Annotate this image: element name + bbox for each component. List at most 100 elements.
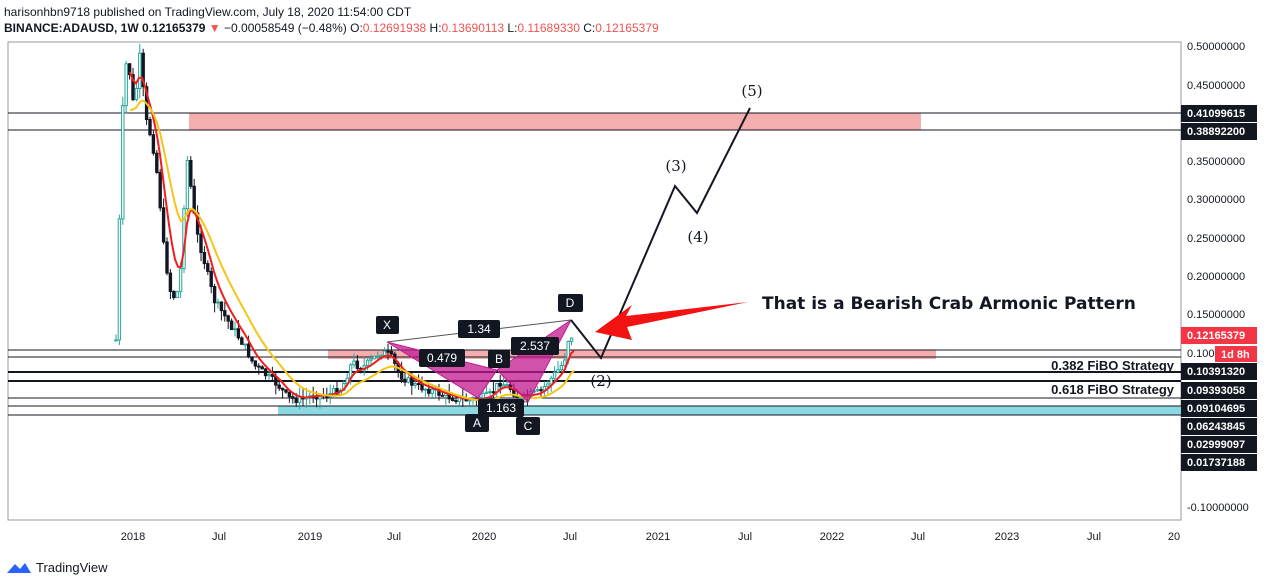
candle-body — [491, 391, 496, 394]
candle-body — [127, 63, 132, 76]
countdown-label: 1d 8h — [1221, 349, 1250, 361]
candle-body — [410, 377, 414, 386]
y-tick: 0.20000000 — [1187, 271, 1245, 283]
candle-body — [172, 290, 176, 299]
x-tick: Jul — [911, 531, 925, 543]
point-d-label: D — [566, 296, 575, 310]
y-tick: 0.35000000 — [1187, 156, 1245, 168]
candle-body — [209, 270, 213, 288]
candle-body — [314, 397, 319, 400]
point-a-box — [465, 414, 489, 432]
support-zone[interactable] — [278, 406, 1181, 415]
ema-fast-line — [129, 71, 575, 401]
candle-body — [240, 337, 244, 345]
y-tick: -0.10000000 — [1187, 502, 1249, 514]
candle-body — [250, 356, 254, 362]
symbol-name: BINANCE:ADAUSD, 1W — [4, 21, 139, 35]
point-c-label: C — [524, 419, 533, 433]
chart-header: harisonhbn9718 published on TradingView.… — [4, 4, 659, 36]
candle-body — [382, 350, 387, 357]
x-tick: Jul — [1087, 531, 1101, 543]
ratio-bcd-label: 2.537 — [520, 339, 550, 353]
candle-body — [430, 389, 434, 394]
candle-body — [331, 388, 336, 394]
candle-body — [257, 365, 261, 368]
x-tick: 2019 — [298, 531, 322, 543]
candle-body — [294, 397, 298, 404]
candle-body — [151, 134, 156, 154]
candle-body — [168, 272, 173, 292]
tradingview-logo-icon — [7, 562, 31, 573]
candle-body — [440, 394, 445, 397]
price-label: 0.38892200 — [1187, 126, 1245, 138]
candle-body — [114, 339, 118, 342]
point-b-box — [488, 350, 510, 368]
candle-body — [399, 370, 404, 380]
candle-body — [352, 360, 356, 366]
candle-body — [267, 373, 271, 377]
harmonic-pattern[interactable]: X A B C D 1.34 0.479 2.537 1.163 — [376, 294, 583, 435]
candle-body — [454, 400, 458, 403]
candle-body — [223, 310, 227, 317]
candle-body — [379, 355, 383, 358]
candle-body — [498, 382, 502, 387]
candle-body — [535, 389, 540, 392]
candle-body — [202, 251, 207, 265]
candle-body — [427, 388, 431, 394]
candle-body — [131, 74, 135, 101]
candle-body — [229, 320, 234, 331]
tradingview-footer[interactable]: TradingView — [6, 560, 108, 575]
candle-body — [263, 368, 268, 377]
publisher-line: harisonhbn9718 published on TradingView.… — [4, 5, 412, 19]
ratio-abc-label: 1.163 — [486, 401, 516, 415]
supply-zone[interactable] — [189, 113, 921, 130]
candle-body — [178, 268, 183, 293]
candle-body — [199, 233, 203, 253]
x-tick: 20 — [1168, 531, 1180, 543]
candle-body — [226, 315, 230, 322]
x-tick: 2018 — [121, 531, 145, 543]
candle-body — [280, 387, 285, 391]
price-label: 0.02999097 — [1187, 439, 1245, 451]
candle-body — [121, 105, 125, 220]
candle-body — [260, 366, 264, 370]
candle-body — [134, 87, 139, 101]
candle-body — [175, 291, 179, 299]
tradingview-brand: TradingView — [36, 560, 108, 575]
price-label: 0.09393058 — [1187, 385, 1245, 397]
price-change: −0.00058549 (−0.48%) — [224, 21, 347, 35]
y-tick: 0.15000000 — [1187, 309, 1245, 321]
x-tick: Jul — [387, 531, 401, 543]
candle-body — [287, 391, 292, 398]
open-value: 0.12691938 — [362, 21, 427, 35]
time-axis[interactable]: 2018 Jul 2019 Jul 2020 Jul 2021 Jul 2022… — [121, 531, 1180, 543]
y-tick: 0.45000000 — [1187, 80, 1245, 92]
candle-body — [117, 218, 122, 341]
candle-body — [484, 391, 489, 394]
price-label: 0.10391320 — [1187, 366, 1245, 378]
ratio-xd-label: 1.34 — [467, 322, 491, 336]
symbol-line: BINANCE:ADAUSD, 1W 0.12165379 ▼ −0.00058… — [4, 20, 659, 36]
resistance-zone[interactable] — [328, 350, 936, 359]
candle-body — [549, 377, 553, 385]
candle-body — [246, 343, 251, 358]
candle-body — [284, 389, 288, 393]
red-arrow-icon[interactable] — [595, 302, 748, 340]
fib-382-label: 0.382 FiBO Strategy — [1051, 358, 1175, 373]
horizontal-levels — [8, 112, 1181, 416]
close-value: 0.12165379 — [595, 21, 659, 35]
point-x-label: X — [383, 318, 391, 332]
last-price: 0.12165379 — [142, 21, 206, 35]
candle-body — [155, 152, 159, 173]
ema-slow-line — [129, 99, 575, 402]
candle-body — [270, 373, 275, 377]
wave-projection-line[interactable] — [570, 107, 751, 360]
candle-body — [372, 355, 377, 360]
candle-body — [291, 396, 295, 399]
point-x-box — [376, 316, 399, 334]
y-tick: 0.50000000 — [1187, 41, 1245, 53]
y-tick: 0.25000000 — [1187, 233, 1245, 245]
candle-body — [185, 159, 190, 210]
candle-body — [403, 378, 407, 383]
